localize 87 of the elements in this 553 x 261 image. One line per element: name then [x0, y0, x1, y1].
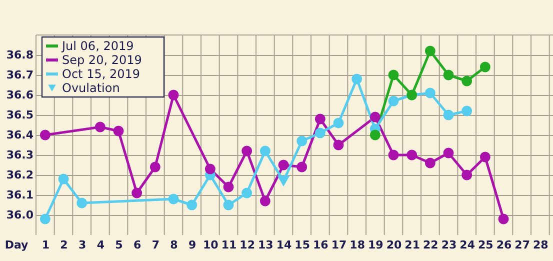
x-tick-label: 22	[423, 238, 438, 252]
point	[186, 200, 198, 210]
y-tick-label: 36.7	[6, 68, 34, 82]
x-tick-label: 10	[203, 238, 219, 252]
point	[424, 158, 436, 168]
point	[443, 148, 454, 158]
point	[58, 174, 69, 184]
y-tick-label: 36.8	[6, 48, 34, 62]
y-tick-label: 36.0	[6, 208, 34, 222]
y-tick-label: 36.2	[6, 168, 34, 182]
x-tick-label: 17	[331, 238, 347, 252]
point	[277, 176, 290, 186]
point	[370, 112, 380, 122]
point	[424, 46, 436, 56]
point	[388, 150, 399, 160]
x-tick-label: 1	[42, 238, 50, 252]
point	[94, 122, 106, 132]
x-tick-label: 5	[115, 238, 123, 252]
x-tick-label: 26	[496, 238, 512, 252]
point	[242, 146, 252, 156]
point	[296, 162, 308, 172]
point	[168, 90, 179, 100]
point	[113, 126, 124, 136]
x-tick-label: 21	[404, 238, 420, 252]
x-tick-label: 23	[441, 238, 457, 252]
y-tick-label: 36.6	[6, 88, 34, 102]
point	[40, 214, 50, 224]
legend-label: Oct 15, 2019	[62, 67, 140, 81]
x-tick-label: 14	[276, 238, 292, 252]
y-tick-label: 36.1	[6, 188, 34, 202]
point	[223, 182, 234, 192]
x-tick-label: 24	[460, 238, 476, 252]
point	[333, 118, 344, 128]
point	[424, 88, 436, 98]
point	[406, 150, 418, 160]
point	[462, 106, 472, 116]
y-tick-label: 36.4	[6, 128, 34, 142]
point	[443, 70, 454, 80]
x-tick-label: 4	[96, 238, 105, 252]
x-tick-label: 28	[533, 238, 548, 252]
point	[333, 140, 344, 150]
point	[443, 110, 454, 120]
x-tick-label: 6	[134, 238, 142, 252]
point	[76, 198, 88, 208]
point	[242, 188, 252, 198]
point	[462, 76, 472, 86]
point	[204, 164, 216, 174]
legend-label: Sep 20, 2019	[62, 53, 142, 67]
x-tick-label: 18	[350, 238, 365, 252]
point	[278, 160, 289, 170]
point	[370, 130, 380, 140]
point	[260, 146, 270, 156]
x-tick-label: 25	[478, 238, 494, 252]
x-tick-label: 7	[152, 238, 160, 252]
point	[388, 96, 399, 106]
point	[223, 200, 234, 210]
point	[480, 152, 490, 162]
point	[314, 128, 326, 138]
point	[260, 196, 270, 206]
point	[480, 62, 490, 72]
legend-label: Ovulation	[62, 81, 120, 95]
point	[132, 188, 142, 198]
x-tick-label: 20	[386, 238, 402, 252]
point	[314, 114, 326, 124]
y-tick-label: 36.5	[6, 108, 34, 122]
y-tick-label: 36.3	[6, 148, 34, 162]
x-axis-title: Day	[4, 238, 28, 252]
point	[168, 194, 179, 204]
x-tick-label: 13	[258, 238, 274, 252]
x-tick-label: 2	[60, 238, 68, 252]
point	[150, 162, 160, 172]
point	[498, 214, 509, 224]
point	[296, 136, 308, 146]
point	[462, 170, 472, 180]
point	[40, 130, 50, 140]
x-tick-label: 8	[170, 238, 178, 252]
x-tick-label: 19	[368, 238, 384, 252]
x-tick-label: 11	[221, 238, 237, 252]
x-tick-label: 3	[78, 238, 86, 252]
x-tick-label: 12	[240, 238, 255, 252]
point	[352, 74, 362, 84]
x-tick-label: 16	[313, 238, 329, 252]
legend-label: Jul 06, 2019	[61, 39, 134, 53]
x-tick-label: 15	[294, 238, 310, 252]
x-tick-label: 9	[188, 238, 196, 252]
point	[388, 70, 399, 80]
x-tick-label: 27	[514, 238, 530, 252]
